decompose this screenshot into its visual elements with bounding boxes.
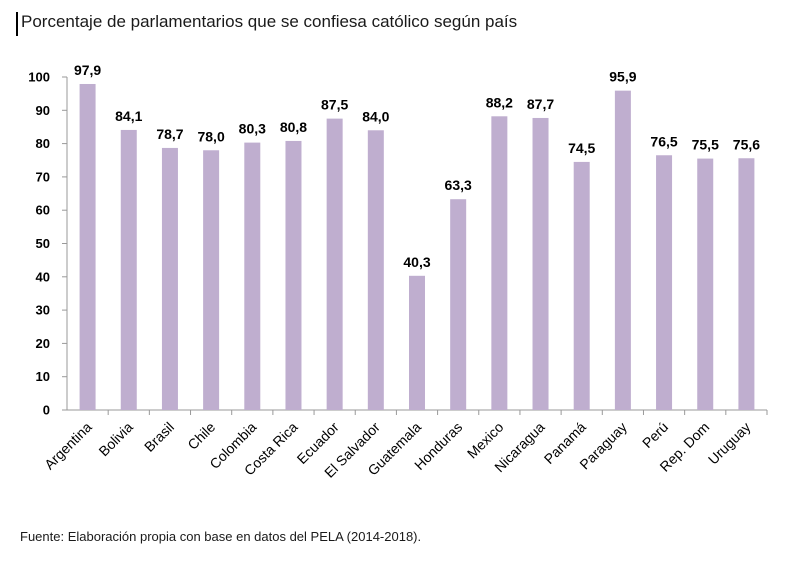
data-label: 88,2 — [486, 94, 513, 110]
bar-chart: 0 10 20 30 40 50 60 70 80 90 100 97,9 Argentina 84,1 B… — [28, 62, 768, 481]
y-tick-label: 20 — [36, 336, 50, 351]
title-accent-bar — [16, 12, 18, 36]
data-label: 78,7 — [156, 126, 183, 142]
data-label: 78,0 — [197, 128, 224, 144]
bar — [409, 275, 425, 410]
data-label: 97,9 — [74, 62, 101, 78]
x-tick-label: Chile — [184, 419, 218, 453]
data-label: 87,7 — [527, 96, 554, 112]
data-label: 40,3 — [403, 254, 430, 270]
bar — [532, 117, 549, 411]
y-tick-label: 10 — [36, 369, 50, 384]
data-label: 75,5 — [692, 137, 719, 153]
data-label: 74,5 — [568, 140, 595, 156]
source-note: Fuente: Elaboración propia con base en d… — [20, 529, 422, 544]
x-tick-label: Argentina — [41, 419, 95, 473]
bar — [738, 158, 755, 410]
bar — [161, 147, 178, 410]
bar — [203, 150, 220, 410]
chart-title: Porcentaje de parlamentarios que se conf… — [21, 12, 518, 31]
y-tick-label: 30 — [36, 303, 50, 318]
data-label: 80,8 — [280, 119, 307, 135]
data-label: 87,5 — [321, 97, 348, 113]
bar — [573, 161, 590, 410]
data-label: 80,3 — [239, 121, 266, 137]
y-tick-label: 100 — [28, 70, 50, 85]
bar — [120, 129, 137, 410]
bar — [656, 155, 673, 410]
bar — [244, 142, 261, 410]
bar — [367, 130, 384, 410]
data-label: 63,3 — [445, 177, 472, 193]
data-label: 95,9 — [609, 69, 636, 85]
y-tick-label: 60 — [36, 203, 50, 218]
y-tick-label: 70 — [36, 169, 50, 184]
bar — [697, 158, 714, 410]
bar — [614, 90, 631, 410]
x-tick-label: Perú — [639, 419, 671, 451]
x-tick-label: Bolivia — [95, 419, 136, 460]
bar — [450, 199, 467, 410]
y-tick-label: 0 — [43, 403, 50, 418]
y-tick-label: 40 — [36, 269, 50, 284]
data-label: 84,1 — [115, 108, 142, 124]
y-tick-label: 80 — [36, 136, 50, 151]
bar — [79, 83, 96, 411]
data-label: 75,6 — [733, 136, 760, 152]
bar — [326, 118, 343, 410]
data-label: 76,5 — [650, 133, 677, 149]
bar — [491, 116, 508, 410]
y-tick-label: 50 — [36, 236, 50, 251]
x-tick-label: Brasil — [141, 419, 177, 455]
data-label: 84,0 — [362, 108, 389, 124]
bar — [285, 140, 302, 410]
y-tick-label: 90 — [36, 103, 50, 118]
x-tick-label: Uruguay — [705, 419, 754, 468]
